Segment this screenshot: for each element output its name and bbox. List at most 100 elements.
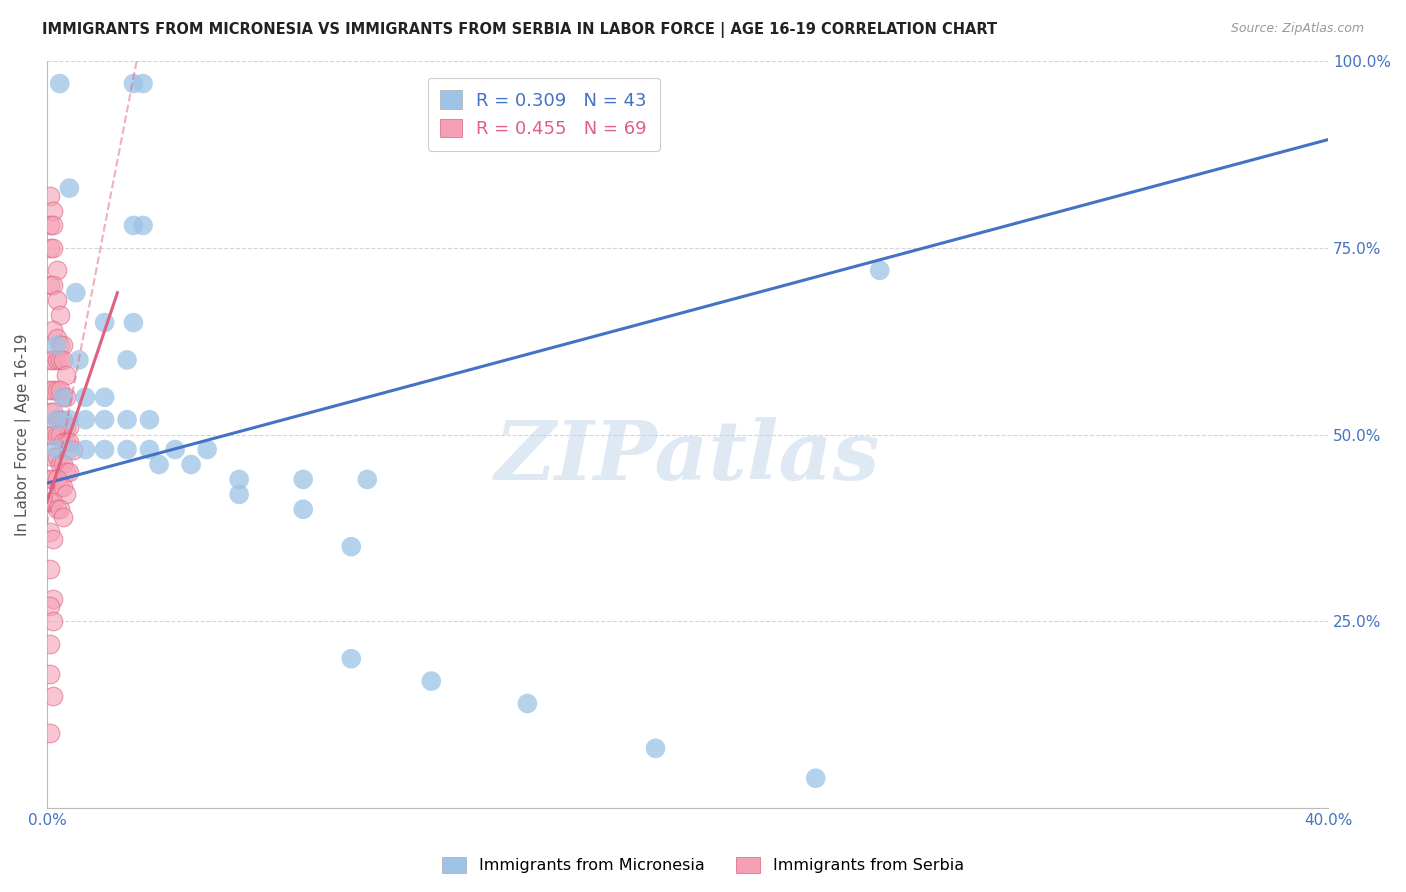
- Point: [39, 524, 62, 539]
- Legend: R = 0.309   N = 43, R = 0.455   N = 69: R = 0.309 N = 43, R = 0.455 N = 69: [427, 78, 659, 151]
- Point: [42, 219, 65, 233]
- Point: [52, 458, 75, 472]
- Point: [132, 219, 155, 233]
- Point: [49, 458, 72, 472]
- Point: [39, 599, 62, 614]
- Point: [58, 412, 80, 426]
- Point: [52, 509, 75, 524]
- Point: [45, 502, 67, 516]
- Point: [75, 390, 97, 404]
- Point: [55, 368, 77, 382]
- Point: [869, 263, 891, 277]
- Point: [62, 442, 84, 457]
- Point: [45, 338, 67, 352]
- Point: [180, 458, 202, 472]
- Point: [58, 181, 80, 195]
- Point: [45, 330, 67, 344]
- Point: [65, 285, 87, 300]
- Point: [75, 412, 97, 426]
- Point: [115, 442, 138, 457]
- Point: [39, 666, 62, 681]
- Point: [49, 338, 72, 352]
- Point: [420, 674, 443, 689]
- Point: [93, 412, 115, 426]
- Point: [42, 450, 65, 464]
- Point: [42, 241, 65, 255]
- Point: [122, 77, 145, 91]
- Point: [42, 352, 65, 367]
- Point: [138, 412, 160, 426]
- Point: [39, 726, 62, 740]
- Point: [55, 390, 77, 404]
- Point: [122, 316, 145, 330]
- Point: [42, 427, 65, 442]
- Legend: Immigrants from Micronesia, Immigrants from Serbia: Immigrants from Micronesia, Immigrants f…: [436, 850, 970, 880]
- Point: [55, 487, 77, 501]
- Point: [45, 427, 67, 442]
- Point: [42, 405, 65, 419]
- Point: [39, 472, 62, 486]
- Point: [45, 352, 67, 367]
- Point: [39, 427, 62, 442]
- Point: [516, 697, 538, 711]
- Text: IMMIGRANTS FROM MICRONESIA VS IMMIGRANTS FROM SERBIA IN LABOR FORCE | AGE 16-19 : IMMIGRANTS FROM MICRONESIA VS IMMIGRANTS…: [42, 22, 997, 38]
- Point: [39, 241, 62, 255]
- Point: [292, 472, 315, 486]
- Point: [49, 480, 72, 494]
- Point: [93, 316, 115, 330]
- Point: [93, 442, 115, 457]
- Point: [122, 219, 145, 233]
- Point: [292, 502, 315, 516]
- Point: [228, 472, 250, 486]
- Point: [115, 352, 138, 367]
- Point: [39, 637, 62, 651]
- Point: [55, 465, 77, 479]
- Point: [42, 495, 65, 509]
- Point: [49, 352, 72, 367]
- Point: [42, 278, 65, 293]
- Point: [42, 689, 65, 703]
- Point: [45, 263, 67, 277]
- Point: [67, 352, 90, 367]
- Point: [39, 352, 62, 367]
- Point: [132, 77, 155, 91]
- Point: [45, 450, 67, 464]
- Point: [52, 390, 75, 404]
- Point: [39, 219, 62, 233]
- Point: [42, 591, 65, 606]
- Point: [49, 427, 72, 442]
- Point: [52, 480, 75, 494]
- Point: [340, 651, 363, 665]
- Point: [49, 412, 72, 426]
- Point: [148, 458, 170, 472]
- Point: [93, 390, 115, 404]
- Point: [39, 495, 62, 509]
- Point: [39, 405, 62, 419]
- Point: [49, 502, 72, 516]
- Point: [195, 442, 218, 457]
- Point: [42, 383, 65, 397]
- Point: [42, 203, 65, 218]
- Point: [39, 562, 62, 576]
- Point: [356, 472, 378, 486]
- Point: [52, 352, 75, 367]
- Point: [58, 465, 80, 479]
- Point: [39, 188, 62, 202]
- Point: [804, 771, 827, 785]
- Point: [58, 420, 80, 434]
- Point: [42, 472, 65, 486]
- Point: [165, 442, 187, 457]
- Point: [55, 435, 77, 450]
- Y-axis label: In Labor Force | Age 16-19: In Labor Force | Age 16-19: [15, 334, 31, 536]
- Text: Source: ZipAtlas.com: Source: ZipAtlas.com: [1230, 22, 1364, 36]
- Point: [52, 412, 75, 426]
- Point: [45, 412, 67, 426]
- Point: [42, 323, 65, 337]
- Point: [45, 383, 67, 397]
- Point: [340, 540, 363, 554]
- Point: [55, 420, 77, 434]
- Point: [45, 472, 67, 486]
- Point: [45, 412, 67, 426]
- Point: [228, 487, 250, 501]
- Point: [42, 532, 65, 546]
